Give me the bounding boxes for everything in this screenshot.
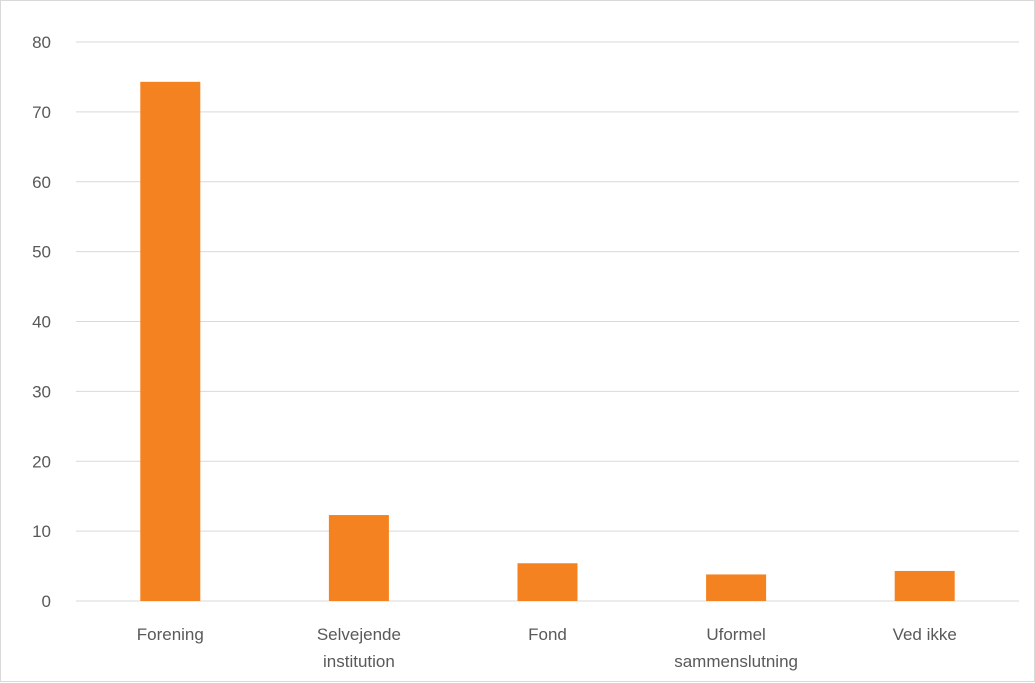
bar (517, 563, 578, 601)
bar (706, 574, 767, 601)
y-tick-label: 0 (42, 592, 51, 611)
x-category-label-line: Uformel (706, 625, 766, 644)
y-tick-label: 30 (32, 382, 51, 401)
bar (328, 515, 389, 601)
x-category-label: Forening (137, 625, 204, 644)
x-category-label: Selvejende institution (317, 625, 401, 671)
x-axis-labels: Forening Selvejende institution Fond Uformel… (137, 625, 957, 671)
x-category-label-line: Forening (137, 625, 204, 644)
y-tick-label: 10 (32, 522, 51, 541)
bars (140, 81, 955, 602)
y-tick-label: 50 (32, 243, 51, 262)
x-category-label: Uformel sammenslutning (674, 625, 798, 671)
y-tick-label: 40 (32, 313, 51, 332)
y-tick-label: 20 (32, 452, 51, 471)
x-category-label-line: institution (323, 652, 395, 671)
x-category-label: Ved ikke (893, 625, 957, 644)
bar (140, 81, 201, 602)
gridlines (76, 41, 1019, 602)
y-tick-label: 70 (32, 103, 51, 122)
bar (894, 570, 955, 601)
y-axis-ticks: 0 10 20 30 40 50 60 70 80 (32, 33, 51, 611)
x-category-label: Fond (528, 625, 567, 644)
x-category-label-line: Selvejende (317, 625, 401, 644)
y-tick-label: 80 (32, 33, 51, 52)
x-category-label-line: Fond (528, 625, 567, 644)
x-category-label-line: sammenslutning (674, 652, 798, 671)
x-category-label-line: Ved ikke (893, 625, 957, 644)
y-tick-label: 60 (32, 173, 51, 192)
